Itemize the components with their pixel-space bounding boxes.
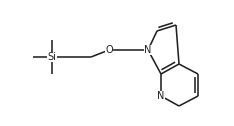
Text: N: N: [144, 45, 152, 55]
Text: O: O: [105, 45, 113, 55]
Text: Si: Si: [48, 52, 56, 62]
Text: N: N: [157, 91, 165, 101]
